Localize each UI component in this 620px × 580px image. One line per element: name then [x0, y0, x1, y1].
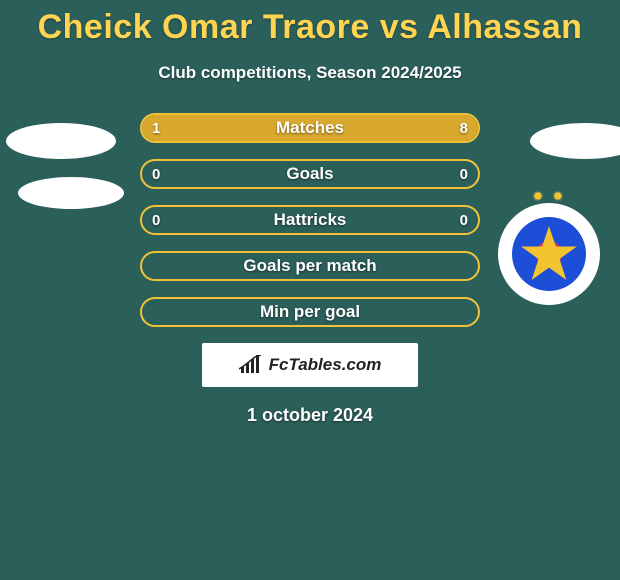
sun-icon: ✹ [552, 189, 566, 203]
player-right-photo-placeholder [530, 123, 620, 159]
bar-label: Hattricks [142, 207, 478, 233]
sun-icon: ✹ [532, 189, 546, 203]
player-left-photo-placeholder [6, 123, 116, 159]
bar-chart-icon [239, 355, 263, 375]
watermark-label: FcTables.com [269, 355, 382, 375]
stat-bar-row: 00Hattricks [140, 205, 480, 235]
player-right-club-crest: ✹ ✹ [498, 203, 600, 305]
page-title: Cheick Omar Traore vs Alhassan [0, 0, 620, 47]
subtitle: Club competitions, Season 2024/2025 [0, 63, 620, 83]
watermark: FcTables.com [202, 343, 418, 387]
star-icon [518, 223, 580, 285]
stat-bar-row: Goals per match [140, 251, 480, 281]
stat-bars: 18Matches 00Goals 00Hattricks Goals per mat… [140, 113, 480, 327]
bar-label: Goals [142, 161, 478, 187]
bar-label: Min per goal [142, 299, 478, 325]
stat-bar-row: 00Goals [140, 159, 480, 189]
crest-suns: ✹ ✹ [532, 189, 566, 203]
date-label: 1 october 2024 [0, 405, 620, 426]
bar-label: Matches [142, 115, 478, 141]
bar-label: Goals per match [142, 253, 478, 279]
player-left-club-placeholder [18, 177, 124, 209]
stat-bar-row: Min per goal [140, 297, 480, 327]
crest-inner [512, 217, 586, 291]
stat-bar-row: 18Matches [140, 113, 480, 143]
comparison-content: ✹ ✹ 18Matches 00Goals 00Hattricks Goals per… [0, 113, 620, 426]
